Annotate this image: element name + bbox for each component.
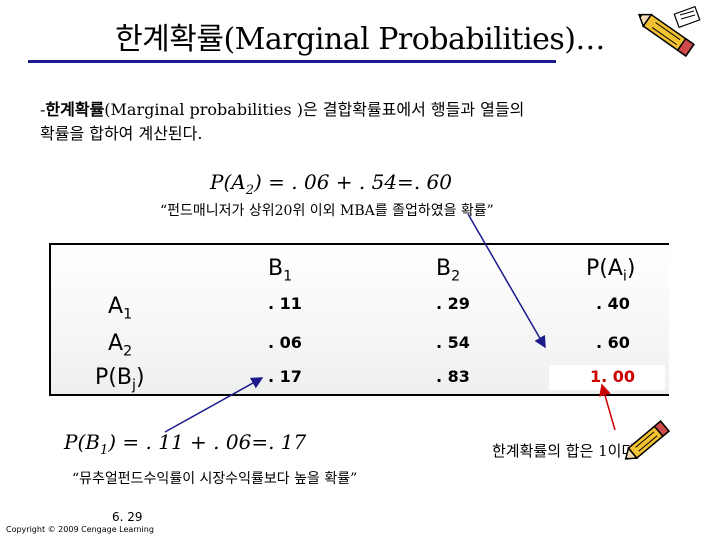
- table-cell: . 54: [436, 333, 470, 352]
- row-label-a2: A2: [108, 331, 133, 360]
- quote-bottom: “뮤추얼펀드수익률이 시장수익률보다 높을 확률”: [72, 471, 358, 487]
- col-header-b2: B2: [436, 256, 461, 285]
- intro-text: -한계확률(Marginal probabilities )은 결합확률표에서 …: [40, 98, 680, 146]
- formula-bottom: P(B1) = . 11 + . 06=. 17: [64, 430, 307, 458]
- intro-text-2: 확률을 합하여 계산된다.: [40, 124, 203, 143]
- row-label-pbj: P(Bj): [95, 365, 145, 394]
- row-label-a1: A1: [108, 294, 133, 323]
- intro-term: 한계확률: [45, 100, 105, 119]
- pencil-icon: [618, 412, 680, 468]
- slide-title: 한계확률(Marginal Probabilities)…: [115, 22, 605, 57]
- total-value: 1. 00: [590, 367, 636, 386]
- table-cell: . 11: [268, 294, 302, 313]
- intro-text-1: (Marginal probabilities )은 결합확률표에서 행들과 열…: [104, 100, 525, 119]
- intro-prefix: -: [40, 100, 46, 119]
- table-cell: . 06: [268, 333, 302, 352]
- table-cell: . 83: [436, 367, 470, 386]
- table-cell: . 17: [268, 367, 302, 386]
- col-header-pai: P(Ai): [586, 256, 636, 285]
- formula-top: P(A2) = . 06 + . 54=. 60: [210, 170, 452, 198]
- pencil-icon: [632, 5, 710, 68]
- table-cell: . 60: [596, 333, 630, 352]
- col-header-b1: B1: [268, 256, 293, 285]
- table-cell: . 40: [596, 294, 630, 313]
- probability-table: [49, 243, 669, 396]
- title-underline: [28, 60, 556, 63]
- quote-top: “펀드매니저가 상위20위 이외 MBA를 졸업하였을 확률”: [160, 203, 494, 219]
- sum-note: 한계확률의 합은 1이다.: [492, 442, 641, 460]
- slide-number: 6. 29: [112, 510, 143, 524]
- table-cell: . 29: [436, 294, 470, 313]
- copyright: Copyright © 2009 Cengage Learning: [6, 525, 154, 534]
